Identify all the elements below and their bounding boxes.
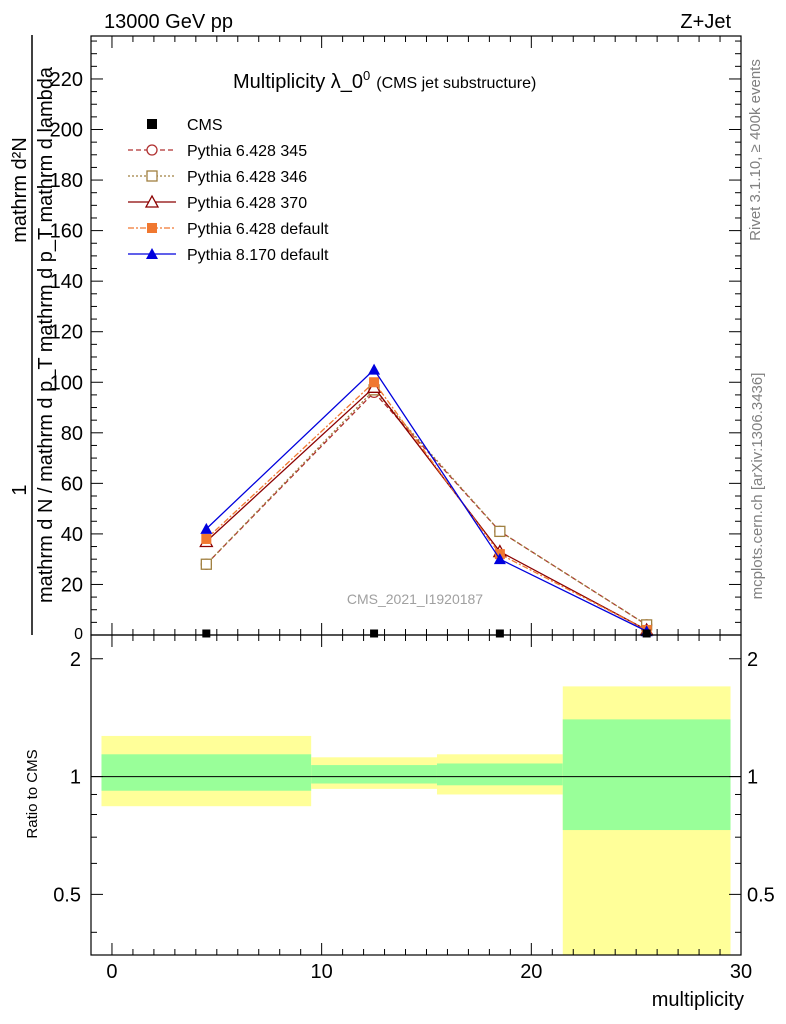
ratio-band-green-3 xyxy=(562,719,731,831)
ratio-ytick-label-left-0: 0.5 xyxy=(53,884,81,906)
main-ytick-label-8: 180 xyxy=(50,170,83,192)
series-3-point-1 xyxy=(369,377,380,388)
main-ytick-label-2: 60 xyxy=(61,473,83,495)
ratio-ytick-label-left-2: 2 xyxy=(70,649,81,671)
main-ytick-label-5: 120 xyxy=(50,322,83,344)
main-ytick-label-7: 160 xyxy=(50,221,83,243)
ratio-ytick-label-right-2: 2 xyxy=(747,649,758,671)
ratio-ytick-label-left-1: 1 xyxy=(70,767,81,789)
header-right: Z+Jet xyxy=(680,11,731,33)
ratio-y-axis-label: Ratio to CMS xyxy=(24,749,41,838)
cms-point-3 xyxy=(642,629,651,638)
series-line-1 xyxy=(205,388,647,626)
main-ytick-label-6: 140 xyxy=(50,271,83,293)
series-4-point-0 xyxy=(200,522,213,534)
legend-marker-1 xyxy=(146,170,158,182)
legend-marker-4 xyxy=(146,248,158,259)
legend-label-4: Pythia 8.170 default xyxy=(187,247,329,264)
main-series xyxy=(199,363,654,637)
xtick-label-3: 30 xyxy=(730,961,752,983)
ratio-band-green-2 xyxy=(436,763,563,786)
legend-marker-cms xyxy=(147,119,157,129)
xtick-label-2: 20 xyxy=(520,961,542,983)
series-line-0 xyxy=(205,391,647,626)
series-3-point-0 xyxy=(201,533,212,544)
title-main: Multiplicity λ_0 xyxy=(233,71,363,93)
series-line-3 xyxy=(205,381,647,631)
legend-label-cms: CMS xyxy=(187,117,223,134)
cms-point-2 xyxy=(495,629,504,638)
ratio-ytick-label-right-1: 1 xyxy=(747,767,758,789)
ratio-band-green-0 xyxy=(101,754,312,791)
x-axis-label: multiplicity xyxy=(652,989,744,1011)
mcplots-label: mcplots.cern.ch [arXiv:1306.3436] xyxy=(749,373,766,600)
main-ytick-label-10: 220 xyxy=(50,69,83,91)
ratio-ytick-label-right-0: 0.5 xyxy=(747,884,775,906)
header-left: 13000 GeV pp xyxy=(104,11,233,33)
chart-title: Multiplicity λ_00 (CMS jet substructure) xyxy=(233,68,536,93)
y-label-denominator: mathrm d N / mathrm d p_T mathrm d p_T m… xyxy=(35,66,57,603)
legend-label-3: Pythia 6.428 default xyxy=(187,221,329,238)
legend-label-0: Pythia 6.428 345 xyxy=(187,143,307,160)
main-ytick-label-0: 20 xyxy=(61,574,83,596)
cms-point-0 xyxy=(202,629,211,638)
y-axis-label: 1 mathrm d²N mathrm d N / mathrm d p_T m… xyxy=(9,35,57,635)
title-sub: (CMS jet substructure) xyxy=(376,75,536,92)
rivet-label: Rivet 3.1.10, ≥ 400k events xyxy=(747,59,764,241)
ratio-plot-frame xyxy=(90,634,742,956)
legend-label-1: Pythia 6.428 346 xyxy=(187,169,307,186)
legend-marker-3 xyxy=(147,223,157,233)
series-1-point-2 xyxy=(494,525,506,538)
series-1-point-0 xyxy=(200,558,212,570)
xtick-label-0: 0 xyxy=(106,961,117,983)
watermark: CMS_2021_I1920187 xyxy=(347,591,483,607)
title-sup: 0 xyxy=(363,68,370,83)
y-label-one: 1 xyxy=(9,484,31,495)
legend-marker-2 xyxy=(144,194,160,208)
axes-frames xyxy=(90,35,742,956)
ratio-band-green-1 xyxy=(311,765,437,784)
xtick-label-1: 10 xyxy=(311,961,333,983)
cms-point-1 xyxy=(370,629,379,638)
ratio-bands xyxy=(91,686,741,955)
cms-points xyxy=(202,629,651,638)
main-ytick-label-zero: 0 xyxy=(74,626,83,643)
main-ytick-label-3: 80 xyxy=(61,423,83,445)
legend-marker-0 xyxy=(146,144,158,156)
main-ytick-label-4: 100 xyxy=(50,372,83,394)
y-label-numerator: mathrm d²N xyxy=(9,137,31,243)
legend: CMS Pythia 6.428 345 Pythia 6.428 346 Pythi… xyxy=(128,117,329,264)
series-line-2 xyxy=(205,386,647,631)
main-ytick-label-1: 40 xyxy=(61,524,83,546)
series-4-point-2 xyxy=(493,553,506,565)
series-4-point-1 xyxy=(368,363,381,375)
main-ytick-label-9: 200 xyxy=(50,120,83,142)
legend-label-2: Pythia 6.428 370 xyxy=(187,195,307,212)
series-line-4 xyxy=(205,368,647,632)
